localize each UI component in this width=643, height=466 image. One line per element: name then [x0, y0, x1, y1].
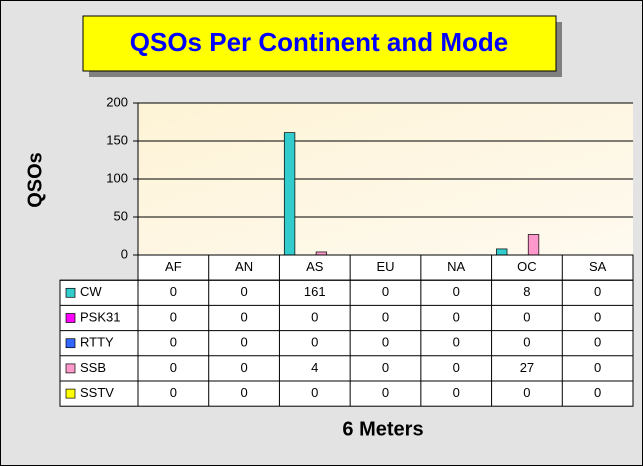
table-value: 0: [594, 309, 601, 324]
table-value: 0: [382, 309, 389, 324]
legend-key: [65, 287, 76, 298]
table-value: 0: [311, 309, 318, 324]
table-value: 0: [170, 385, 177, 400]
table-value: 0: [170, 360, 177, 375]
table-value: 0: [453, 360, 460, 375]
y-tick-label: 150: [106, 132, 128, 147]
table-value: 0: [382, 335, 389, 350]
table-value: 0: [523, 385, 530, 400]
bar: [283, 132, 296, 256]
table-value: 0: [594, 360, 601, 375]
x-tick-label: AN: [235, 259, 253, 274]
table-value: 0: [170, 309, 177, 324]
legend-label: CW: [80, 284, 102, 299]
legend-key: [65, 388, 76, 399]
y-axis-title: QSOs: [24, 152, 46, 208]
table-value: 0: [382, 385, 389, 400]
table-value: 0: [453, 309, 460, 324]
table-value: 0: [170, 284, 177, 299]
y-tick-label: 100: [106, 170, 128, 185]
legend-label: SSB: [80, 360, 106, 375]
table-value: 0: [170, 335, 177, 350]
y-tick-label: 50: [114, 208, 128, 223]
data-table: [59, 279, 634, 407]
table-value: 0: [240, 284, 247, 299]
table-value: 0: [594, 284, 601, 299]
legend-label: RTTY: [80, 335, 114, 350]
table-value: 0: [523, 309, 530, 324]
x-tick-label: NA: [447, 259, 465, 274]
table-value: 0: [240, 335, 247, 350]
table-value: 8: [523, 284, 530, 299]
legend-key: [65, 363, 76, 374]
title-box: [82, 15, 557, 72]
table-value: 0: [382, 284, 389, 299]
table-value: 0: [240, 309, 247, 324]
table-value: 0: [453, 284, 460, 299]
x-tick-label: AF: [165, 259, 182, 274]
table-value: 0: [594, 385, 601, 400]
table-value: 0: [240, 385, 247, 400]
legend-key: [65, 313, 76, 323]
table-value: 0: [382, 360, 389, 375]
legend-label: SSTV: [80, 385, 114, 400]
y-tick-label: 0: [121, 246, 128, 261]
table-value: 0: [523, 335, 530, 350]
table-value: 0: [594, 335, 601, 350]
table-value: 0: [311, 335, 318, 350]
table-value: 4: [311, 360, 318, 375]
x-tick-label: OC: [517, 259, 537, 274]
legend-label: PSK31: [80, 309, 120, 324]
legend-key: [65, 338, 76, 349]
x-tick-label: EU: [376, 259, 394, 274]
x-tick-label: AS: [306, 259, 324, 274]
table-value: 0: [453, 385, 460, 400]
table-value: 161: [304, 284, 326, 299]
x-axis-title: 6 Meters: [342, 418, 423, 440]
bar: [496, 248, 508, 256]
y-tick-label: 200: [106, 94, 128, 109]
bar: [527, 234, 540, 256]
table-value: 0: [311, 385, 318, 400]
table-value: 27: [520, 360, 534, 375]
table-value: 0: [240, 360, 247, 375]
x-tick-label: SA: [589, 259, 607, 274]
chart-title: QSOs Per Continent and Mode: [130, 27, 508, 57]
table-value: 0: [453, 335, 460, 350]
